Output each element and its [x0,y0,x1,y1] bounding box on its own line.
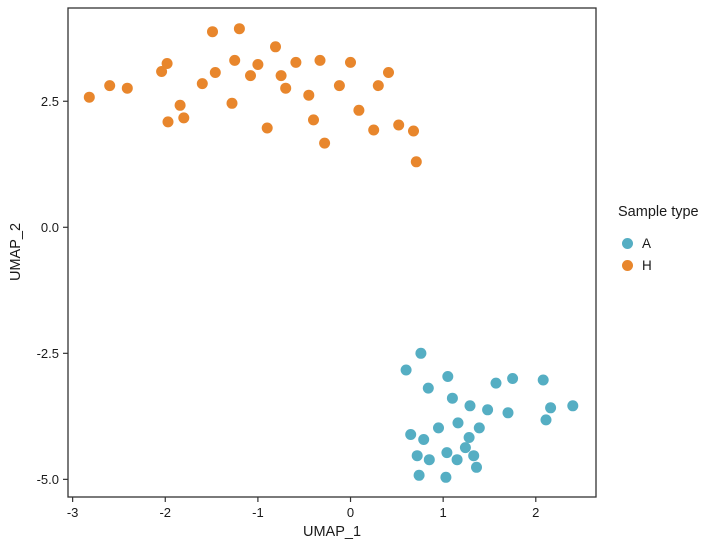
data-point-H [83,91,95,103]
data-point-H [270,41,281,53]
data-point-H [368,124,380,136]
data-point-H [161,58,173,69]
data-point-A [540,414,552,426]
data-point-H [308,114,319,126]
data-point-A [441,447,453,459]
data-point-A [440,471,452,483]
y-axis-tick-label: 2.5 [41,94,59,109]
data-point-H [121,82,133,94]
x-axis-title: UMAP_1 [302,524,362,540]
data-point-H [209,67,221,78]
legend-label: A [642,235,652,251]
data-point-A [405,429,417,440]
data-point-H [410,156,422,168]
data-point-H [314,54,326,66]
y-axis-tick-label: -2.5 [37,346,59,361]
plot-panel [67,7,597,498]
data-point-A [442,371,454,382]
legend-label: H [642,257,652,273]
data-point-A [468,450,480,462]
data-point-A [451,454,463,466]
data-point-A [415,347,427,359]
data-point-A [471,461,482,473]
legend-item-A: A [618,232,699,254]
data-point-A [433,422,444,434]
data-point-H [226,97,238,109]
data-point-H [303,89,315,101]
data-point-A [446,392,458,404]
data-point-A [464,400,476,412]
data-point-A [423,454,435,466]
data-point-H [280,82,292,94]
data-point-H [104,80,116,92]
data-point-H [353,104,365,116]
legend-swatch-icon [622,259,633,271]
data-point-H [174,99,186,111]
data-point-A [545,402,557,414]
data-point-A [418,434,430,445]
data-point-A [452,417,464,429]
data-point-H [252,59,264,70]
data-point-A [459,442,471,454]
data-point-A [567,400,579,412]
data-point-A [473,422,485,434]
data-point-H [178,112,190,124]
data-point-H [383,67,394,78]
y-axis-tick-label: -5.0 [37,472,59,487]
data-point-H [233,23,245,35]
data-point-H [229,54,241,66]
x-axis-tick-label: -2 [159,505,171,520]
data-point-A [502,407,514,419]
data-point-A [482,404,494,416]
data-point-H [261,122,273,134]
data-point-H [245,70,256,82]
data-point-A [490,377,502,389]
data-point-H [333,80,345,92]
y-axis-title: UMAP_2 [8,222,24,282]
legend-title: Sample type [618,204,699,220]
data-point-H [408,125,419,137]
data-point-H [319,137,331,149]
data-point-H [196,78,208,90]
data-point-H [207,26,218,38]
data-point-A [463,432,475,443]
legend-swatch-icon [622,237,633,249]
data-point-H [345,56,356,68]
data-point-H [275,70,287,82]
x-axis-tick-label: -1 [252,505,264,520]
y-axis-tick-label: 0.0 [41,220,59,235]
data-point-A [537,374,549,386]
data-point-A [411,450,423,462]
legend-item-H: H [618,254,699,276]
data-point-A [413,469,425,481]
data-point-H [162,116,174,128]
data-point-H [156,66,168,77]
data-point-H [393,119,405,131]
data-point-A [507,373,519,384]
data-point-H [290,56,302,68]
x-axis-tick-label: 1 [440,505,447,520]
data-point-A [400,364,412,376]
x-axis-tick-label: 2 [532,505,539,520]
x-axis-tick-label: 0 [347,505,354,520]
data-point-A [422,382,434,394]
data-point-H [372,80,384,92]
x-axis-tick-label: -3 [67,505,79,520]
